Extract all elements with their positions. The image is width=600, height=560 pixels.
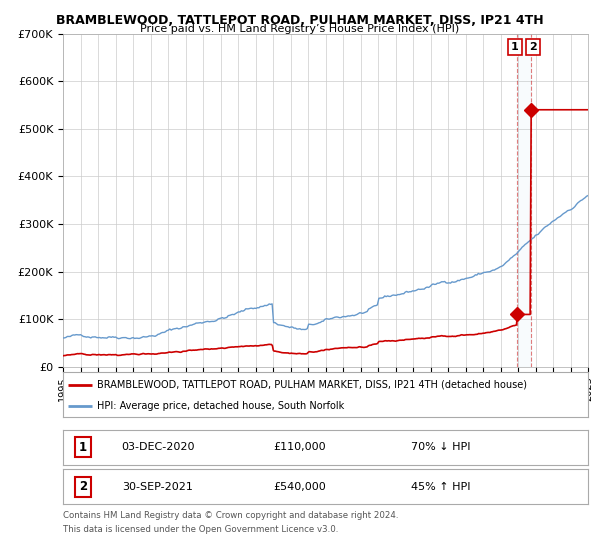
Text: 30-SEP-2021: 30-SEP-2021: [122, 482, 193, 492]
Text: 1: 1: [511, 42, 519, 52]
Text: Price paid vs. HM Land Registry’s House Price Index (HPI): Price paid vs. HM Land Registry’s House …: [140, 24, 460, 34]
Text: 2: 2: [79, 480, 87, 493]
Text: £110,000: £110,000: [273, 442, 326, 452]
Bar: [517, 34, 531, 367]
Text: This data is licensed under the Open Government Licence v3.0.: This data is licensed under the Open Gov…: [63, 525, 338, 534]
Text: 70% ↓ HPI: 70% ↓ HPI: [411, 442, 471, 452]
Text: 03-DEC-2020: 03-DEC-2020: [121, 442, 194, 452]
Text: HPI: Average price, detached house, South Norfolk: HPI: Average price, detached house, Sout…: [97, 401, 344, 411]
Text: BRAMBLEWOOD, TATTLEPOT ROAD, PULHAM MARKET, DISS, IP21 4TH: BRAMBLEWOOD, TATTLEPOT ROAD, PULHAM MARK…: [56, 14, 544, 27]
Text: Contains HM Land Registry data © Crown copyright and database right 2024.: Contains HM Land Registry data © Crown c…: [63, 511, 398, 520]
Text: 2: 2: [529, 42, 537, 52]
Text: 45% ↑ HPI: 45% ↑ HPI: [411, 482, 471, 492]
Text: BRAMBLEWOOD, TATTLEPOT ROAD, PULHAM MARKET, DISS, IP21 4TH (detached house): BRAMBLEWOOD, TATTLEPOT ROAD, PULHAM MARK…: [97, 380, 527, 390]
Text: 1: 1: [79, 441, 87, 454]
Text: £540,000: £540,000: [273, 482, 326, 492]
